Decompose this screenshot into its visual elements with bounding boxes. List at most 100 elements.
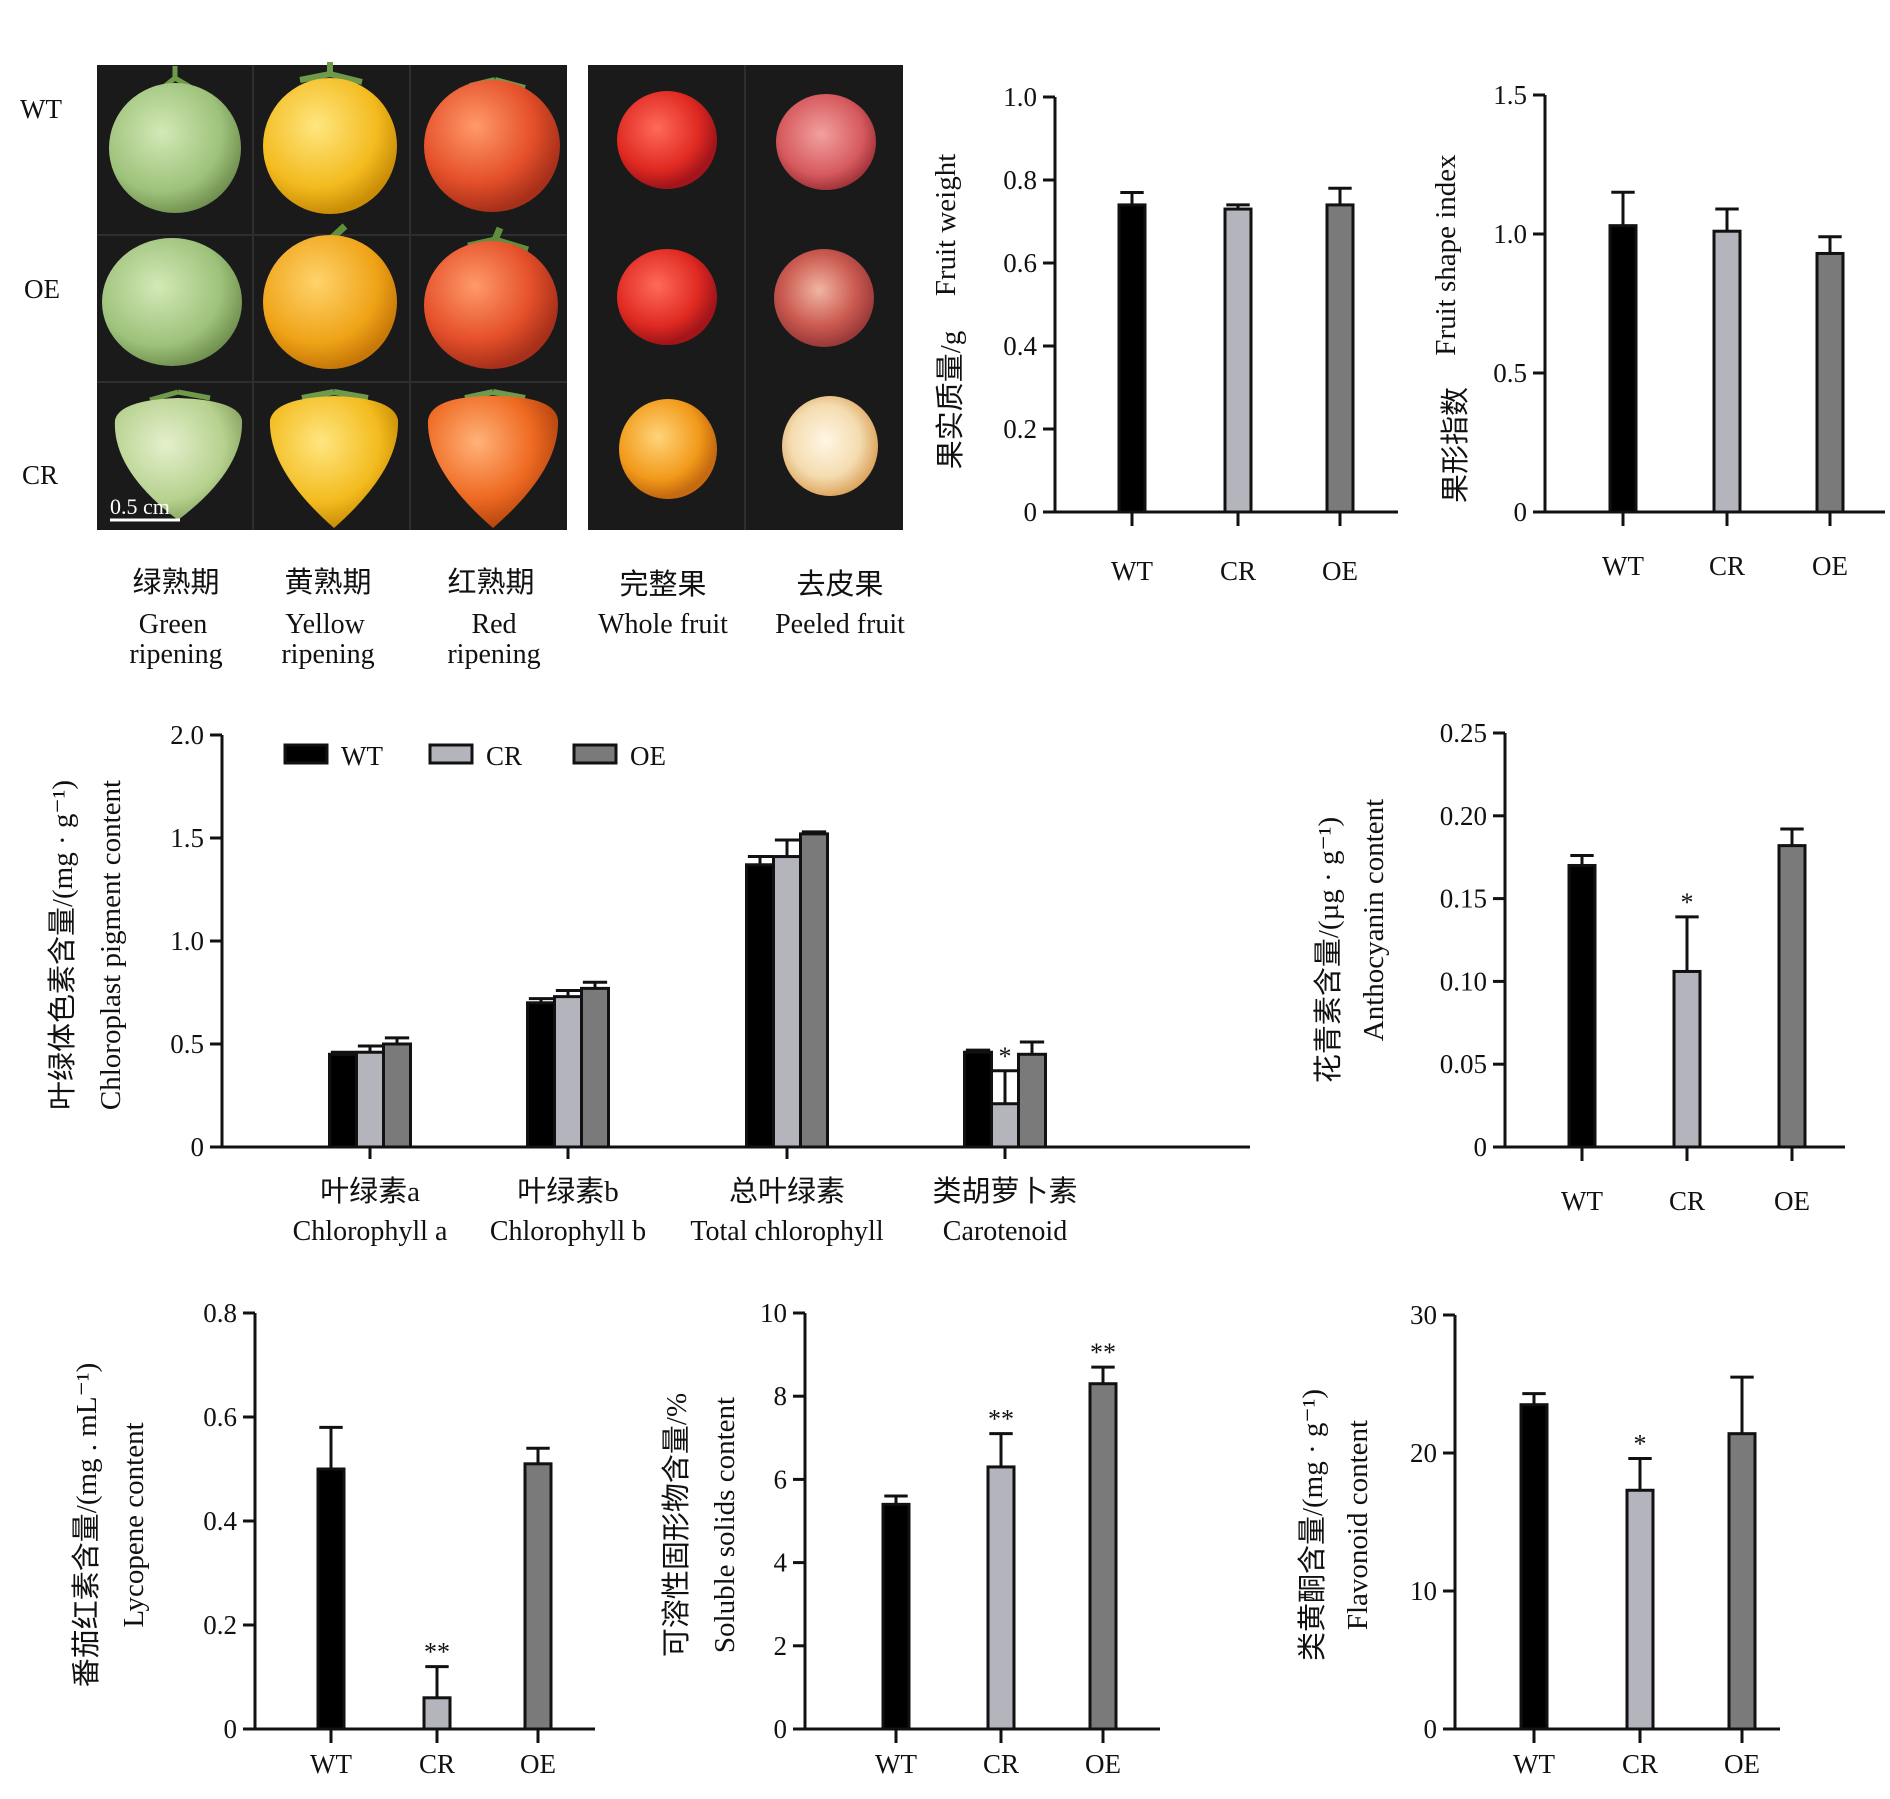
x-category-label-zh: 叶绿素b — [517, 1175, 619, 1208]
x-category-label: WT — [1111, 556, 1153, 586]
bar — [799, 832, 829, 1149]
y-axis-label: Flavonoid content — [1342, 1420, 1374, 1630]
y-axis-label: 叶绿体色素含量/(mg · g⁻¹) — [46, 780, 79, 1110]
x-category-label: CR — [1220, 556, 1256, 586]
fruit-shape-index-chart: 0 0.5 1.0 1.5 果形指数 Fruit shape index WT CR OE — [1430, 80, 1885, 581]
bar — [1117, 203, 1147, 514]
y-tick-label: 1.0 — [1493, 219, 1527, 249]
y-tick-label: 30 — [1410, 1300, 1437, 1330]
significance-mark: ** — [1090, 1338, 1116, 1367]
caption-en: Green — [139, 609, 207, 640]
caption-en: ripening — [447, 639, 540, 670]
bar — [963, 1050, 993, 1149]
y-tick-label: 0.25 — [1440, 718, 1487, 748]
y-tick-label: 6 — [774, 1464, 788, 1494]
y-axis-label: 果实质量/g — [934, 331, 967, 470]
fruit-photo-wt-green — [109, 66, 241, 213]
y-tick-label: 0.10 — [1440, 966, 1487, 996]
x-category-label: OE — [1322, 556, 1358, 586]
y-tick-label: 0.5 — [170, 1029, 204, 1059]
caption-en: ripening — [281, 639, 374, 670]
bar — [1672, 969, 1702, 1149]
caption-red-ripening: 红熟期 Red ripening — [447, 566, 540, 670]
x-category-label: CR — [1622, 1749, 1658, 1779]
bar — [1608, 224, 1638, 514]
significance-mark: * — [1681, 888, 1694, 917]
bar — [1223, 207, 1253, 514]
fruit-photo-wt-red — [424, 77, 560, 212]
x-category-label: WT — [310, 1749, 352, 1779]
row-label-wt: WT — [20, 94, 62, 124]
y-tick-label: 1.5 — [170, 823, 204, 853]
y-tick-label: 0 — [224, 1714, 238, 1744]
y-tick-label: 0.2 — [203, 1610, 237, 1640]
x-category-label-en: Chlorophyll b — [490, 1216, 646, 1247]
caption-yellow-ripening: 黄熟期 Yellow ripening — [281, 566, 374, 670]
y-tick-label: 0 — [1024, 497, 1038, 527]
whole-peeled-photo-panel — [588, 65, 903, 530]
lycopene-chart: 0 0.2 0.4 0.6 0.8 番茄红素含量/(mg . mL⁻¹) Lycopene … — [70, 1298, 595, 1779]
caption-green-ripening: 绿熟期 Green ripening — [129, 566, 222, 670]
x-category-label-en: Chlorophyll a — [293, 1216, 448, 1247]
y-tick-label: 8 — [774, 1381, 788, 1411]
bar — [990, 1102, 1020, 1149]
y-tick-label: 0 — [774, 1714, 788, 1744]
x-category-label: WT — [1561, 1186, 1603, 1216]
caption-en: ripening — [129, 639, 222, 670]
y-tick-label: 0.05 — [1440, 1049, 1487, 1079]
x-category-label: OE — [1812, 551, 1848, 581]
bar — [526, 1001, 556, 1149]
bar — [382, 1042, 412, 1149]
caption-whole-fruit: 完整果 Whole fruit — [598, 568, 728, 640]
x-category-label-zh: 叶绿素a — [320, 1175, 420, 1208]
caption-en: Whole fruit — [598, 609, 728, 640]
x-category-label: WT — [875, 1749, 917, 1779]
y-tick-label: 0 — [1424, 1714, 1438, 1744]
x-category-label: CR — [1669, 1186, 1705, 1216]
bar — [1625, 1488, 1655, 1731]
significance-mark: * — [999, 1042, 1012, 1071]
significance-mark: ** — [988, 1405, 1014, 1434]
significance-mark: ** — [424, 1638, 450, 1667]
bar — [355, 1050, 385, 1149]
significance-mark: * — [1634, 1430, 1647, 1459]
bar — [1519, 1403, 1549, 1731]
y-tick-label: 10 — [1410, 1576, 1437, 1606]
y-tick-label: 20 — [1410, 1438, 1437, 1468]
caption-peeled-fruit: 去皮果 Peeled fruit — [775, 568, 905, 640]
fruit-photo-cr-green — [114, 389, 243, 520]
y-axis-label: Soluble solids content — [709, 1397, 741, 1653]
legend-label: OE — [630, 741, 666, 771]
y-tick-label: 0 — [191, 1132, 205, 1162]
y-tick-label: 0.6 — [203, 1402, 237, 1432]
y-axis-label: 可溶性固形物含量/% — [660, 1393, 693, 1657]
legend-swatch — [428, 743, 474, 765]
bar — [316, 1467, 346, 1731]
flavonoid-chart: 0 10 20 30 类黄酮含量/(mg · g⁻¹) Flavonoid content… — [1296, 1300, 1780, 1779]
fruit-photo-oe-green — [102, 238, 242, 366]
caption-en: Peeled fruit — [775, 609, 905, 640]
bar — [1017, 1052, 1047, 1149]
y-tick-label: 2 — [774, 1631, 788, 1661]
y-axis-label: 类黄酮含量/(mg · g⁻¹) — [1296, 1389, 1329, 1661]
x-category-label: OE — [1774, 1186, 1810, 1216]
caption-en: Red — [471, 609, 516, 640]
legend-swatch — [283, 743, 329, 765]
y-tick-label: 0.2 — [1003, 414, 1037, 444]
y-axis-label: 花青素含量/(µg · g⁻¹) — [1312, 817, 1345, 1083]
whole-fruit-photo-wt — [617, 91, 717, 189]
bar — [1567, 863, 1597, 1149]
x-category-label: OE — [1724, 1749, 1760, 1779]
caption-en: Yellow — [285, 609, 365, 640]
bar — [1088, 1382, 1118, 1731]
caption-zh: 红熟期 — [447, 566, 534, 599]
row-label-cr: CR — [22, 460, 58, 490]
y-tick-label: 0.4 — [1003, 331, 1037, 361]
bar — [328, 1052, 358, 1149]
fruit-photo-oe-red — [424, 226, 558, 369]
x-category-label-zh: 总叶绿素 — [729, 1175, 845, 1208]
y-tick-label: 0.8 — [203, 1298, 237, 1328]
ripening-photo-panel: 0.5 cm WT OE CR — [20, 62, 567, 530]
y-tick-label: 1.5 — [1493, 80, 1527, 110]
x-category-label: WT — [1513, 1749, 1555, 1779]
